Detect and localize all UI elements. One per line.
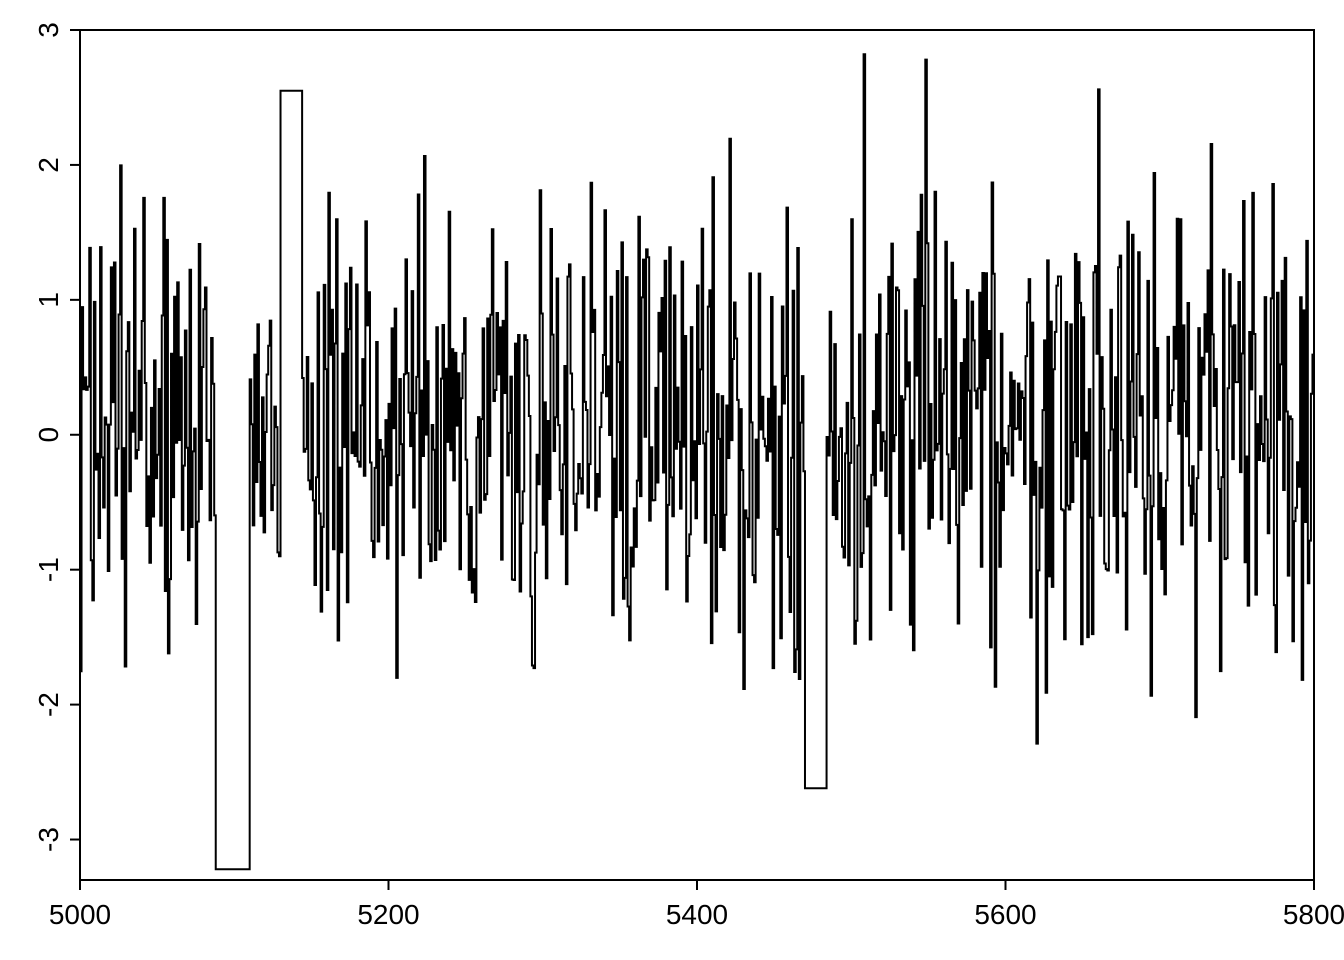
chart-svg: 5000 5200 5400 5600 5800 -3 -2 -1 0 1 2 3 bbox=[0, 0, 1344, 960]
x-tick-label: 5000 bbox=[49, 899, 111, 930]
x-tick-label: 5400 bbox=[666, 899, 728, 930]
y-tick-label: 2 bbox=[33, 157, 64, 173]
y-tick-label: -3 bbox=[33, 827, 64, 852]
y-tick-label: -2 bbox=[33, 692, 64, 717]
y-tick-label: 1 bbox=[33, 292, 64, 308]
x-tick-label: 5800 bbox=[1283, 899, 1344, 930]
x-tick-label: 5600 bbox=[974, 899, 1036, 930]
x-tick-label: 5200 bbox=[357, 899, 419, 930]
y-tick-label: -1 bbox=[33, 557, 64, 582]
y-tick-label: 3 bbox=[33, 22, 64, 38]
y-tick-label: 0 bbox=[33, 427, 64, 443]
timeseries-chart: 5000 5200 5400 5600 5800 -3 -2 -1 0 1 2 3 bbox=[0, 0, 1344, 960]
